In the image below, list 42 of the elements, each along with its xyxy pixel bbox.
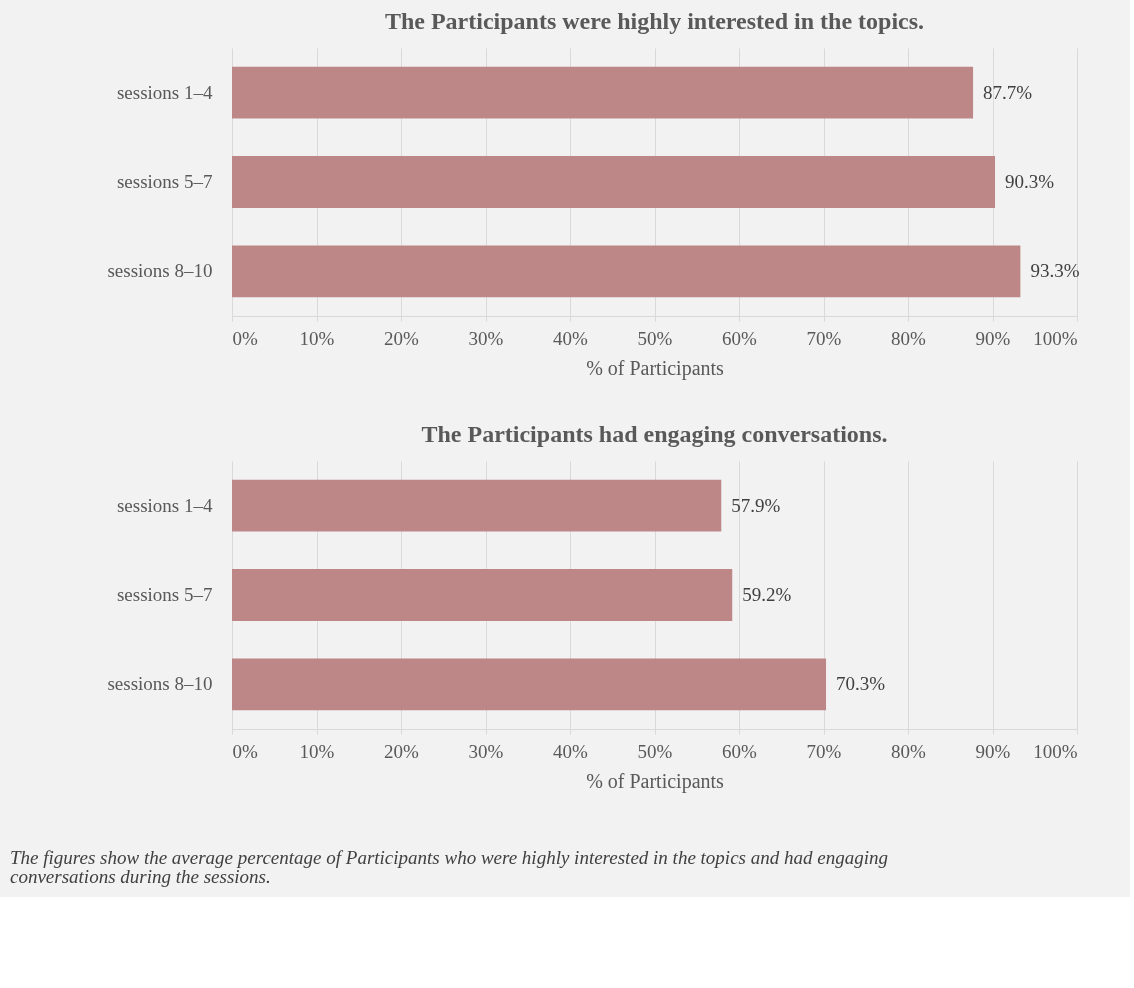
x-tick-label: 60% <box>722 327 758 349</box>
data-label: 59.2% <box>742 584 792 605</box>
y-tick-label: sessions 5–7 <box>116 171 213 192</box>
bar <box>232 569 733 621</box>
data-label: 87.7% <box>983 81 1033 103</box>
x-tick-label: 0% <box>232 740 258 762</box>
x-tick-label: 0% <box>232 327 258 349</box>
x-tick-label: 90% <box>975 327 1011 349</box>
text: The figures show the average percentage of Participants who were highly interested in the topics and had engaging conversations during the sessions. <box>10 847 888 887</box>
data-label: 90.3% <box>1005 171 1055 192</box>
x-tick-label: 40% <box>553 327 589 349</box>
data-label: 93.3% <box>1030 260 1080 282</box>
y-tick-label: sessions 8–10 <box>107 260 213 282</box>
x-tick-label: 40% <box>553 740 589 762</box>
x-axis-title: % of Participants <box>586 769 725 793</box>
chart-title: The Participants had engaging conversations. <box>421 421 888 447</box>
x-tick-label: 70% <box>806 740 842 762</box>
x-tick-label: 100% <box>1033 740 1078 762</box>
bar <box>232 479 722 532</box>
x-tick-label: 90% <box>975 740 1011 762</box>
y-tick-label: sessions 1–4 <box>116 494 213 516</box>
chart-title: The Participants were highly interested in the topics. <box>384 8 925 34</box>
x-tick-label: 80% <box>891 740 927 762</box>
x-tick-label: 30% <box>468 327 504 349</box>
x-tick-label: 20% <box>384 327 420 349</box>
y-tick-label: sessions 5–7 <box>116 584 213 605</box>
x-tick-label: 100% <box>1033 327 1078 349</box>
x-tick-label: 50% <box>637 327 673 349</box>
bar <box>232 658 827 711</box>
x-tick-label: 80% <box>891 327 927 349</box>
x-axis-title: % of Participants <box>586 356 725 380</box>
x-tick-label: 10% <box>299 327 335 349</box>
x-tick-label: 10% <box>299 740 335 762</box>
y-tick-label: sessions 1–4 <box>116 81 213 103</box>
x-tick-label: 30% <box>468 740 504 762</box>
x-tick-label: 70% <box>806 327 842 349</box>
x-tick-label: 50% <box>637 740 673 762</box>
x-tick-label: 20% <box>384 740 420 762</box>
x-tick-label: 60% <box>722 740 758 762</box>
data-label: 57.9% <box>731 494 781 516</box>
y-tick-label: sessions 8–10 <box>107 673 213 695</box>
data-label: 70.3% <box>836 673 886 695</box>
